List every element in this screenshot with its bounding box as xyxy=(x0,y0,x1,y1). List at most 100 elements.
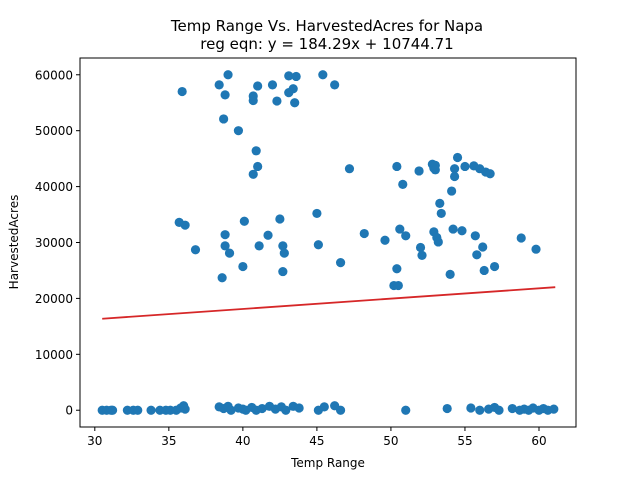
data-point xyxy=(460,161,470,172)
data-point xyxy=(335,258,346,268)
data-point xyxy=(254,241,264,251)
chart-subtitle: reg eqn: y = 184.29x + 10744.71 xyxy=(200,35,453,53)
data-point xyxy=(549,404,559,414)
y-tick-label: 20000 xyxy=(35,292,73,306)
data-point xyxy=(291,71,301,82)
data-point xyxy=(401,405,411,415)
x-tick-label: 30 xyxy=(87,434,102,448)
data-point xyxy=(335,405,346,415)
data-point xyxy=(257,403,267,414)
data-point xyxy=(392,264,402,274)
data-point xyxy=(449,171,460,182)
data-point xyxy=(284,88,294,98)
data-point xyxy=(233,126,244,136)
data-point xyxy=(253,161,263,172)
data-point xyxy=(414,166,424,176)
data-point xyxy=(278,266,288,277)
data-point xyxy=(278,241,288,251)
y-axis-label: HarvestedAcres xyxy=(7,195,21,290)
y-tick-label: 60000 xyxy=(35,68,73,82)
chart-title: Temp Range Vs. HarvestedAcres for Napa xyxy=(170,17,483,35)
data-point xyxy=(319,402,329,412)
data-point xyxy=(507,403,517,414)
y-axis-ticks: 0 10000 20000 30000 40000 50000 60000 xyxy=(35,68,80,418)
data-point xyxy=(401,231,411,241)
data-point xyxy=(220,241,230,251)
data-point xyxy=(220,230,230,240)
data-point xyxy=(275,214,285,224)
data-point xyxy=(272,96,282,106)
data-point xyxy=(253,81,263,91)
data-point xyxy=(133,405,143,415)
data-point xyxy=(442,403,452,414)
data-point xyxy=(313,240,323,250)
regression-line xyxy=(102,286,556,320)
x-axis-ticks: 30 35 40 45 50 55 60 xyxy=(87,427,547,448)
x-tick-label: 60 xyxy=(531,434,546,448)
data-point xyxy=(475,405,485,415)
data-point xyxy=(251,146,261,156)
y-tick-label: 0 xyxy=(65,404,73,418)
x-axis-label: Temp Range xyxy=(290,456,365,470)
data-point xyxy=(239,216,249,226)
data-point xyxy=(417,250,427,260)
data-point xyxy=(472,250,482,260)
data-point xyxy=(436,208,446,219)
data-point xyxy=(494,405,504,415)
x-tick-label: 55 xyxy=(457,434,472,448)
data-point xyxy=(344,164,355,174)
y-tick-label: 50000 xyxy=(35,124,73,138)
x-tick-label: 45 xyxy=(309,434,324,448)
data-point xyxy=(290,98,300,108)
data-point xyxy=(395,224,405,234)
y-tick-label: 40000 xyxy=(35,180,73,194)
data-point xyxy=(392,161,402,172)
data-point xyxy=(223,70,233,80)
data-point xyxy=(190,245,201,255)
data-point xyxy=(531,244,541,254)
data-point xyxy=(146,405,156,415)
regression-line-group xyxy=(102,286,556,320)
data-point xyxy=(398,179,408,189)
data-point xyxy=(284,71,294,81)
data-point xyxy=(248,91,258,101)
data-point xyxy=(248,169,258,179)
data-point xyxy=(238,261,248,272)
data-point xyxy=(447,186,457,196)
data-point xyxy=(267,80,278,90)
data-point xyxy=(516,233,526,243)
data-point xyxy=(449,164,460,174)
data-point xyxy=(466,403,476,413)
data-point xyxy=(489,261,500,272)
data-point xyxy=(180,404,190,414)
data-point xyxy=(217,273,227,283)
data-point xyxy=(220,90,230,100)
data-point xyxy=(330,80,340,90)
data-point xyxy=(312,208,322,219)
data-point xyxy=(318,70,328,80)
data-point xyxy=(415,242,426,253)
x-tick-label: 40 xyxy=(235,434,250,448)
data-point xyxy=(478,242,488,252)
data-point xyxy=(107,405,118,415)
data-point xyxy=(485,169,495,179)
data-point xyxy=(359,228,369,239)
data-point xyxy=(445,269,455,279)
data-point xyxy=(393,280,403,291)
data-point xyxy=(219,114,229,124)
data-point xyxy=(180,220,190,230)
data-point xyxy=(294,403,304,413)
data-point xyxy=(452,152,463,163)
x-tick-label: 35 xyxy=(161,434,176,448)
data-point xyxy=(226,405,236,415)
data-point xyxy=(214,80,224,90)
data-point xyxy=(433,237,443,247)
data-point xyxy=(279,248,289,258)
data-point xyxy=(470,231,480,241)
y-tick-label: 30000 xyxy=(35,236,73,250)
data-point xyxy=(177,86,187,97)
y-tick-label: 10000 xyxy=(35,348,73,362)
data-point xyxy=(457,226,467,236)
